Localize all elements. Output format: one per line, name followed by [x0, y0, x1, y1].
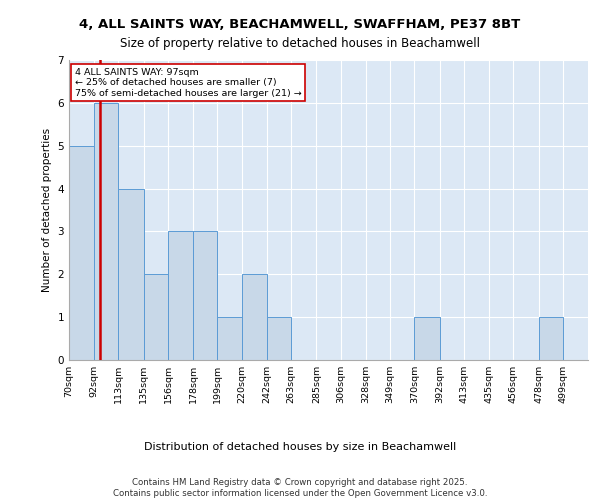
Bar [193, 232, 217, 360]
Text: 4, ALL SAINTS WAY, BEACHAMWELL, SWAFFHAM, PE37 8BT: 4, ALL SAINTS WAY, BEACHAMWELL, SWAFFHAM… [79, 18, 521, 30]
Bar [118, 188, 144, 360]
Text: Distribution of detached houses by size in Beachamwell: Distribution of detached houses by size … [144, 442, 456, 452]
Text: 4 ALL SAINTS WAY: 97sqm
← 25% of detached houses are smaller (7)
75% of semi-det: 4 ALL SAINTS WAY: 97sqm ← 25% of detache… [75, 68, 302, 98]
Bar [94, 103, 118, 360]
Bar [267, 317, 291, 360]
Bar [539, 317, 563, 360]
Bar [414, 317, 440, 360]
Y-axis label: Number of detached properties: Number of detached properties [42, 128, 52, 292]
Bar [144, 274, 168, 360]
Bar [217, 317, 242, 360]
Bar [168, 232, 193, 360]
Text: Size of property relative to detached houses in Beachamwell: Size of property relative to detached ho… [120, 38, 480, 51]
Text: Contains HM Land Registry data © Crown copyright and database right 2025.
Contai: Contains HM Land Registry data © Crown c… [113, 478, 487, 498]
Bar [69, 146, 94, 360]
Bar [242, 274, 267, 360]
